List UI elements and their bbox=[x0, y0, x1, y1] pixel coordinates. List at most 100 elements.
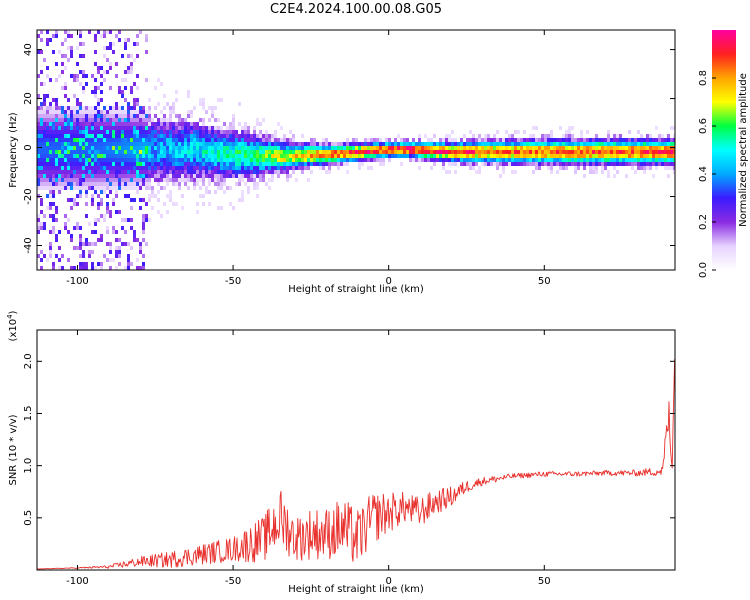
spectrogram-cell bbox=[124, 134, 127, 138]
spectrogram-cell bbox=[262, 178, 265, 182]
spectrogram-cell bbox=[55, 30, 58, 34]
spectrogram-cell bbox=[103, 134, 106, 138]
spectrogram-cell bbox=[64, 226, 67, 230]
spectrogram-cell bbox=[43, 174, 46, 178]
spectrogram-cell bbox=[433, 146, 436, 150]
spectrogram-cell bbox=[514, 162, 517, 166]
spectrogram-cell bbox=[94, 86, 97, 90]
spectrogram-cell bbox=[40, 178, 43, 182]
snr-series-line bbox=[37, 359, 675, 570]
spectrogram-cell bbox=[58, 138, 61, 142]
spectrogram-cell bbox=[64, 134, 67, 138]
spectrogram-cell bbox=[109, 138, 112, 142]
spectrogram-cell bbox=[262, 134, 265, 138]
spectrogram-cell bbox=[235, 182, 238, 186]
spectrogram-cell bbox=[193, 142, 196, 146]
spectrogram-cell bbox=[73, 134, 76, 138]
spectrogram-cell bbox=[124, 86, 127, 90]
spectrogram-cell bbox=[634, 146, 637, 150]
spectrogram-cell bbox=[100, 198, 103, 202]
spectrogram-cell bbox=[91, 166, 94, 170]
spectrogram-cell bbox=[202, 150, 205, 154]
spectrogram-cell bbox=[97, 142, 100, 146]
spectrogram-cell bbox=[85, 74, 88, 78]
spectrogram-cell bbox=[70, 122, 73, 126]
spectrogram-cell bbox=[457, 142, 460, 146]
spectrogram-cell bbox=[247, 146, 250, 150]
spectrogram-cell bbox=[664, 158, 667, 162]
spectrogram-cell bbox=[52, 98, 55, 102]
spectrogram-cell bbox=[118, 238, 121, 242]
spectrogram-cell bbox=[97, 146, 100, 150]
spectrogram-cell bbox=[151, 206, 154, 210]
spectrogram-cell bbox=[145, 186, 148, 190]
spectrogram-cell bbox=[439, 146, 442, 150]
spectrogram-cell bbox=[196, 146, 199, 150]
spectrogram-cell bbox=[274, 146, 277, 150]
spectrogram-cell bbox=[49, 202, 52, 206]
spectrogram-cell bbox=[265, 182, 268, 186]
spectrogram-cell bbox=[166, 146, 169, 150]
spectrogram-cell bbox=[229, 138, 232, 142]
spectrogram-cell bbox=[343, 162, 346, 166]
spectrogram-cell bbox=[253, 178, 256, 182]
spectrogram-cell bbox=[157, 198, 160, 202]
spectrogram-cell bbox=[370, 146, 373, 150]
spectrogram-cell bbox=[121, 162, 124, 166]
spectrogram-cell bbox=[253, 182, 256, 186]
spectrogram-cell bbox=[667, 162, 670, 166]
spectrogram-cell bbox=[643, 170, 646, 174]
spectrogram-cell bbox=[121, 174, 124, 178]
spectrogram-cell bbox=[163, 170, 166, 174]
spectrogram-cell bbox=[67, 106, 70, 110]
spectrogram-cell bbox=[154, 154, 157, 158]
colorbar-tick-label: 0.8 bbox=[698, 70, 709, 86]
spectrogram-cell bbox=[100, 138, 103, 142]
spectrogram-cell bbox=[79, 178, 82, 182]
spectrogram-cell bbox=[307, 154, 310, 158]
spectrogram-cell bbox=[295, 166, 298, 170]
spectrogram-cell bbox=[106, 186, 109, 190]
spectrogram-cell bbox=[361, 150, 364, 154]
spectrogram-cell bbox=[610, 154, 613, 158]
spectrogram-cell bbox=[190, 174, 193, 178]
spectrogram-cell bbox=[262, 138, 265, 142]
spectrogram-cell bbox=[67, 30, 70, 34]
spectrogram-cell bbox=[526, 138, 529, 142]
spectrogram-cell bbox=[547, 138, 550, 142]
spectrogram-cell bbox=[496, 142, 499, 146]
spectrogram-cell bbox=[409, 158, 412, 162]
spectrogram-cell bbox=[151, 118, 154, 122]
spectrogram-cell bbox=[124, 150, 127, 154]
spectrogram-y-tick-label: 40 bbox=[23, 43, 34, 56]
spectrogram-cell bbox=[514, 170, 517, 174]
spectrogram-cell bbox=[475, 142, 478, 146]
spectrogram-cell bbox=[115, 150, 118, 154]
spectrogram-cell bbox=[559, 142, 562, 146]
spectrogram-cell bbox=[124, 142, 127, 146]
spectrogram-cell bbox=[379, 146, 382, 150]
spectrogram-cell bbox=[226, 138, 229, 142]
spectrogram-cell bbox=[43, 150, 46, 154]
spectrogram-cell bbox=[400, 150, 403, 154]
spectrogram-cell bbox=[148, 138, 151, 142]
spectrogram-cell bbox=[667, 158, 670, 162]
spectrogram-cell bbox=[46, 42, 49, 46]
spectrogram-cell bbox=[499, 174, 502, 178]
spectrogram-cell bbox=[49, 166, 52, 170]
spectrogram-cell bbox=[103, 138, 106, 142]
spectrogram-cell bbox=[496, 150, 499, 154]
spectrogram-cell bbox=[214, 138, 217, 142]
spectrogram-cell bbox=[220, 178, 223, 182]
spectrogram-cell bbox=[94, 142, 97, 146]
spectrogram-cell bbox=[46, 74, 49, 78]
spectrogram-cell bbox=[223, 142, 226, 146]
spectrogram-cell bbox=[220, 174, 223, 178]
spectrogram-cell bbox=[211, 126, 214, 130]
spectrogram-cell bbox=[154, 86, 157, 90]
spectrogram-cell bbox=[568, 134, 571, 138]
spectrogram-cell bbox=[559, 150, 562, 154]
spectrogram-cell bbox=[550, 130, 553, 134]
spectrogram-cell bbox=[43, 134, 46, 138]
spectrogram-cell bbox=[61, 170, 64, 174]
